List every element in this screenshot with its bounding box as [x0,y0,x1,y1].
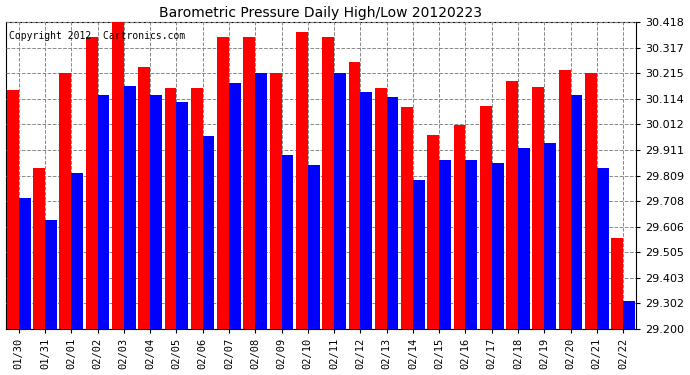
Bar [191,88,203,329]
Bar [413,180,425,329]
Bar [229,83,241,329]
Bar [386,97,398,329]
Bar [308,165,319,329]
Bar [375,88,386,329]
Bar [518,148,530,329]
Bar [33,168,45,329]
Title: Barometric Pressure Daily High/Low 20120223: Barometric Pressure Daily High/Low 20120… [159,6,482,20]
Bar [427,135,440,329]
Bar [348,62,360,329]
Bar [544,142,556,329]
Bar [440,160,451,329]
Bar [480,106,492,329]
Bar [571,95,582,329]
Bar [244,37,255,329]
Bar [296,32,308,329]
Bar [59,73,71,329]
Bar [322,37,334,329]
Bar [360,92,372,329]
Bar [255,73,267,329]
Bar [597,168,609,329]
Bar [124,86,136,329]
Bar [112,22,124,329]
Bar [19,198,30,329]
Bar [7,90,19,329]
Bar [334,73,346,329]
Bar [86,37,97,329]
Bar [492,163,504,329]
Bar [71,173,83,329]
Text: Copyright 2012  Cartronics.com: Copyright 2012 Cartronics.com [9,32,185,41]
Bar [559,69,571,329]
Bar [203,136,215,329]
Bar [270,73,282,329]
Bar [164,88,177,329]
Bar [177,102,188,329]
Bar [533,87,544,329]
Bar [611,238,623,329]
Bar [217,37,229,329]
Bar [623,302,635,329]
Bar [282,155,293,329]
Bar [466,160,477,329]
Bar [150,95,162,329]
Bar [45,219,57,329]
Bar [453,125,466,329]
Bar [138,67,150,329]
Bar [506,81,518,329]
Bar [401,107,413,329]
Bar [97,95,109,329]
Bar [585,73,597,329]
